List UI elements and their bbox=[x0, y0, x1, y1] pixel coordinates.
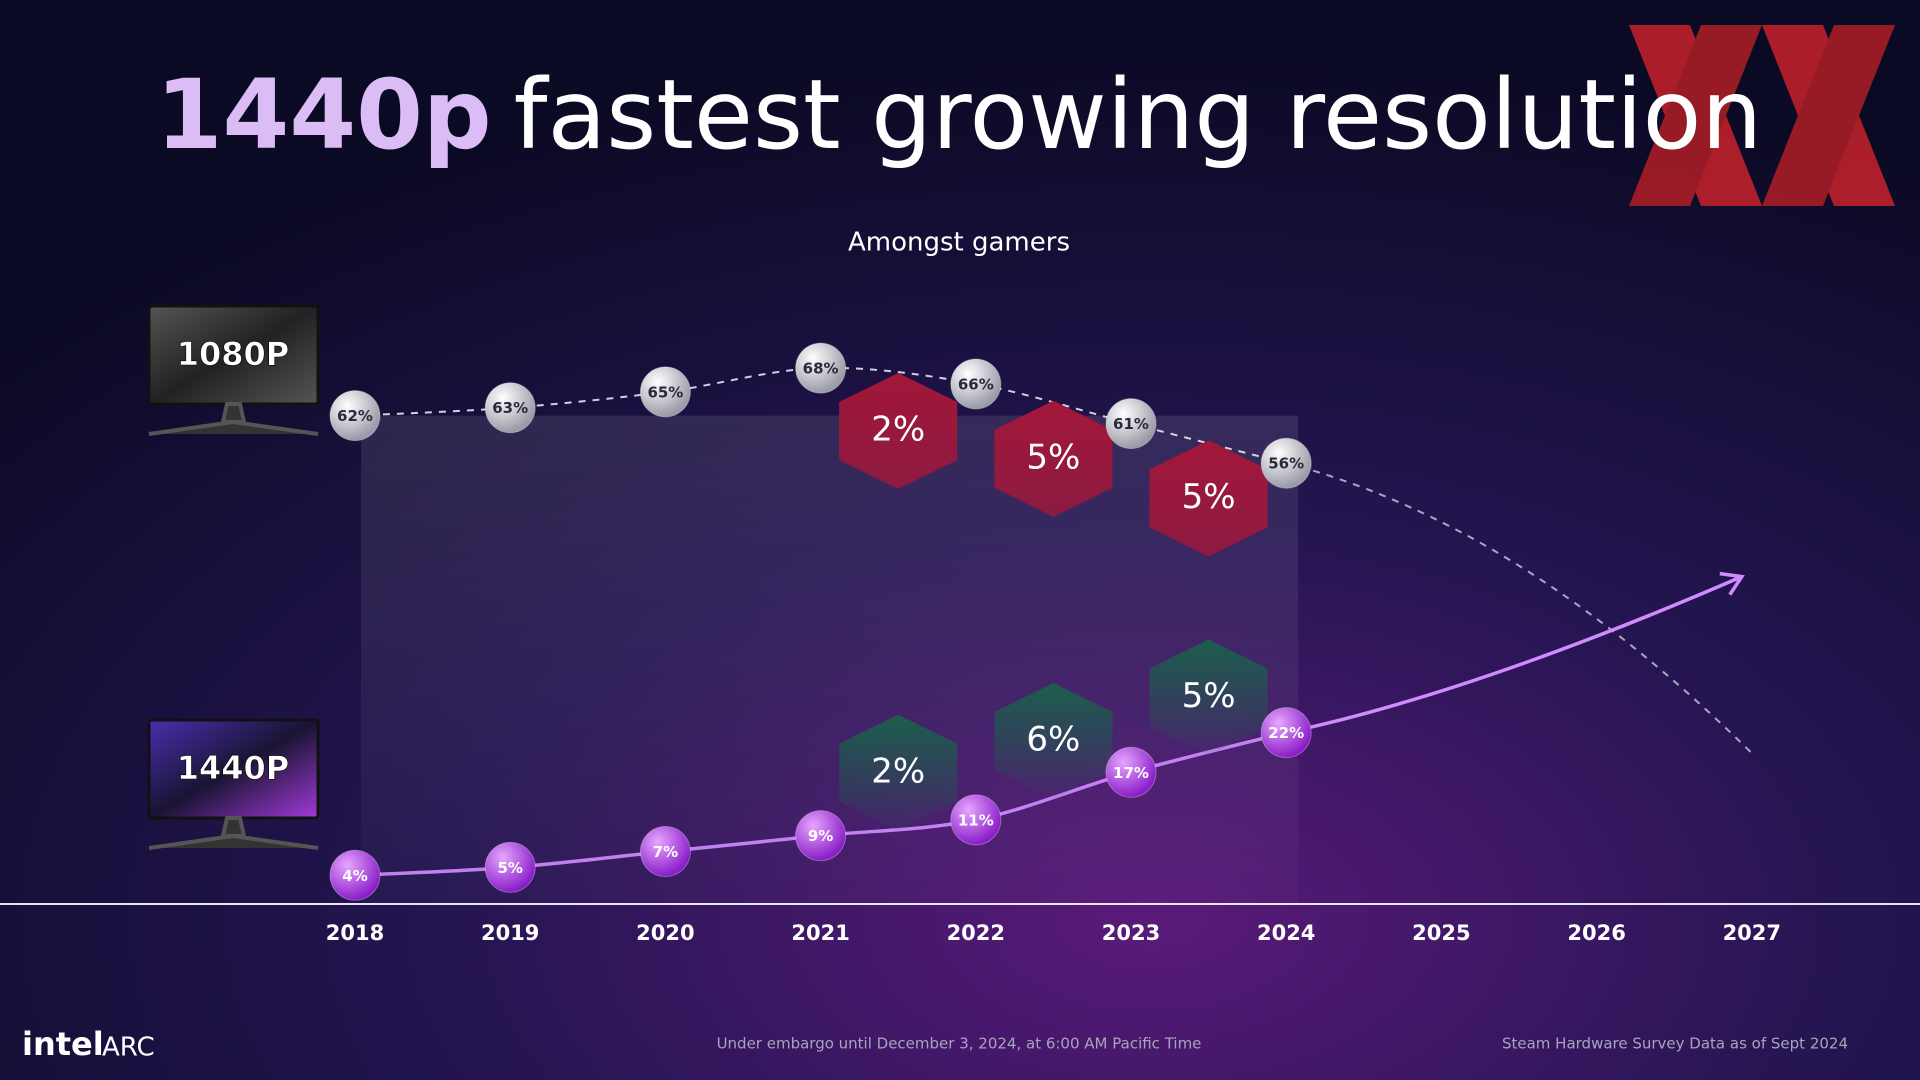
change-badge bbox=[839, 373, 958, 490]
data-point bbox=[795, 342, 847, 394]
change-label: 5% bbox=[1026, 437, 1080, 477]
arrow-head bbox=[1719, 571, 1745, 596]
source-note: Steam Hardware Survey Data as of Sept 20… bbox=[1502, 1035, 1848, 1053]
legend-label: 1440P bbox=[177, 749, 290, 787]
change-label: 2% bbox=[871, 751, 925, 791]
projection-line bbox=[1285, 462, 1753, 754]
monitor-stand bbox=[148, 816, 319, 850]
watermark-logo bbox=[1629, 25, 1895, 206]
data-label: 66% bbox=[958, 375, 994, 393]
title-text: fastest growing resolution bbox=[514, 59, 1763, 171]
x-tick-label: 2025 bbox=[1412, 921, 1470, 945]
change-label: 5% bbox=[1182, 477, 1236, 517]
x-tick-label: 2022 bbox=[947, 921, 1005, 945]
data-point bbox=[1105, 398, 1157, 450]
data-label: 61% bbox=[1113, 415, 1149, 433]
data-label: 5% bbox=[497, 859, 522, 877]
data-label: 7% bbox=[653, 843, 678, 861]
data-point bbox=[484, 382, 536, 434]
data-point bbox=[639, 366, 691, 418]
change-badge bbox=[839, 714, 958, 831]
x-tick-label: 2023 bbox=[1102, 921, 1160, 945]
data-point bbox=[1260, 707, 1312, 759]
x-tick-label: 2027 bbox=[1723, 921, 1781, 945]
x-tick-label: 2021 bbox=[791, 921, 849, 945]
data-label: 65% bbox=[647, 383, 683, 401]
data-point bbox=[1260, 437, 1312, 489]
data-point bbox=[329, 849, 381, 901]
change-badge bbox=[994, 400, 1113, 517]
title-highlight: 1440p bbox=[156, 59, 492, 171]
x-tick-label: 2018 bbox=[326, 921, 384, 945]
data-point bbox=[639, 826, 691, 878]
data-label: 68% bbox=[803, 360, 839, 378]
data-label: 62% bbox=[337, 407, 373, 425]
x-tick-label: 2024 bbox=[1257, 921, 1315, 945]
data-label: 63% bbox=[492, 399, 528, 417]
data-point bbox=[329, 390, 381, 442]
data-label: 9% bbox=[808, 827, 833, 845]
change-badge bbox=[1149, 639, 1268, 756]
plot: 2018 2019 2020 2021 2022 2023 2024 2025 2026 2027… bbox=[147, 304, 1781, 945]
change-badge bbox=[994, 683, 1113, 800]
change-label: 6% bbox=[1026, 720, 1080, 760]
data-point bbox=[795, 810, 847, 862]
change-label: 2% bbox=[871, 410, 925, 450]
projection-arrow bbox=[1285, 575, 1743, 735]
data-point bbox=[950, 794, 1002, 846]
logo-suffix: ARC bbox=[102, 1033, 155, 1063]
legend-label: 1080P bbox=[177, 335, 290, 373]
data-point bbox=[1105, 746, 1157, 798]
data-label: 22% bbox=[1268, 724, 1304, 742]
logo: intel bbox=[22, 1025, 104, 1063]
data-label: 4% bbox=[342, 867, 367, 885]
embargo-note: Under embargo until December 3, 2024, at… bbox=[717, 1035, 1202, 1053]
data-point bbox=[950, 358, 1002, 410]
data-label: 11% bbox=[958, 811, 994, 829]
x-tick-label: 2020 bbox=[636, 921, 694, 945]
title: 1440p fastest growing resolution bbox=[156, 59, 1763, 171]
x-tick-label: 2026 bbox=[1567, 921, 1625, 945]
data-label: 17% bbox=[1113, 764, 1149, 782]
monitor-stand bbox=[148, 402, 319, 436]
change-label: 5% bbox=[1182, 676, 1236, 716]
data-point bbox=[484, 841, 536, 893]
change-badge bbox=[1149, 440, 1268, 557]
x-tick-label: 2019 bbox=[481, 921, 539, 945]
subtitle: Amongst gamers bbox=[848, 228, 1070, 258]
data-label: 56% bbox=[1268, 455, 1304, 473]
